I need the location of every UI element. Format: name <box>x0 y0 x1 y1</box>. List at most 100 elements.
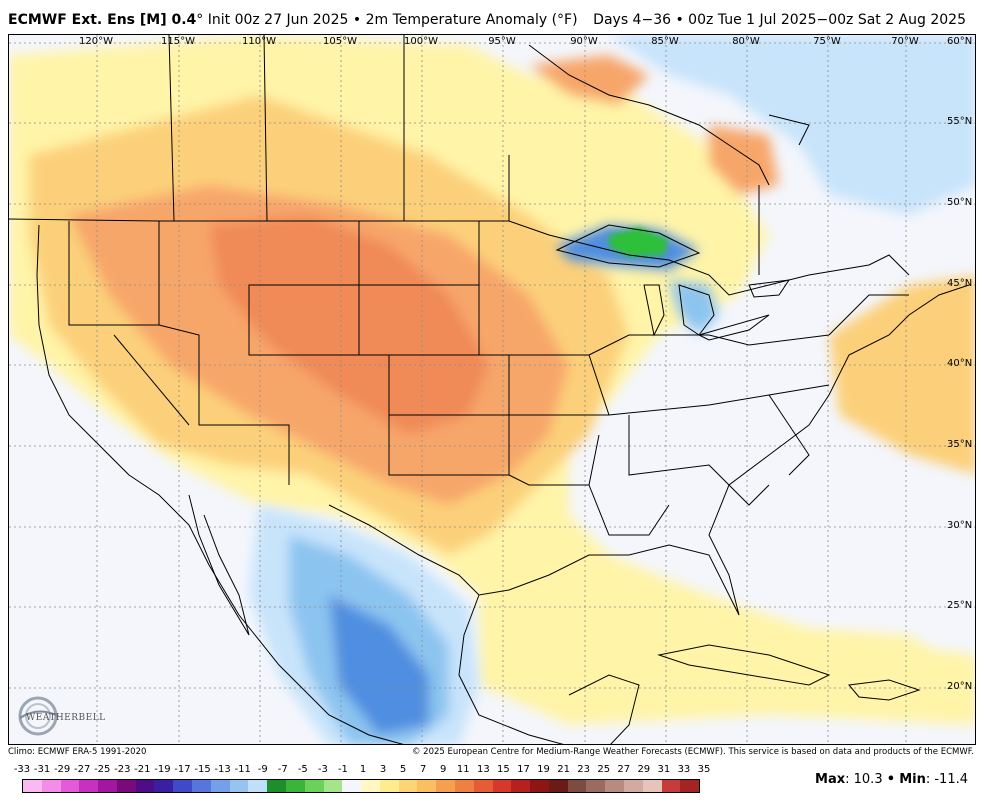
colorbar-swatch <box>154 780 174 792</box>
min-value: -11.4 <box>934 772 968 787</box>
warm-ne-region <box>829 275 975 475</box>
colorbar-tick-label: 35 <box>697 764 711 775</box>
colorbar-tick-label: -17 <box>174 764 191 775</box>
lat-label: 35°N <box>947 439 973 450</box>
colorbar-swatch <box>229 780 249 792</box>
lat-label: 60°N <box>947 36 973 47</box>
valid-period: Days 4−36 • 00z Tue 1 Jul 2025−00z Sat 2… <box>593 12 966 28</box>
colorbar-tick-label: 13 <box>476 764 490 775</box>
lon-label: 90°W <box>570 36 598 47</box>
colorbar-swatch <box>60 780 80 792</box>
gulf-coast <box>328 284 970 616</box>
copyright-credit: © 2025 European Centre for Medium-Range … <box>411 747 974 757</box>
colorbar-swatch <box>567 780 587 792</box>
colorbar-tick-label: -1 <box>337 764 348 775</box>
colorbar-tick-label: -13 <box>214 764 231 775</box>
lat-label: 45°N <box>947 278 973 289</box>
colorbar-tick-label: -19 <box>154 764 171 775</box>
colorbar-swatch <box>304 780 324 792</box>
lat-lon-grid <box>9 35 975 744</box>
colorbar-labels: -33 -31 -29 -27 -25 -23 -21 -19 -17 -15 -13 -11 -9 -7… <box>14 764 714 776</box>
colorbar-swatch <box>323 780 343 792</box>
climo-credit: Climo: ECMWF ERA-5 1991-2020 <box>8 747 147 757</box>
colorbar-tick-label: -25 <box>94 764 111 775</box>
colorbar-swatch <box>624 780 643 792</box>
anomaly-map <box>9 35 975 744</box>
warm-peak-region <box>209 215 489 435</box>
colorbar-tick-label: -29 <box>53 764 71 775</box>
hudson-bay-coast <box>528 44 810 186</box>
model-name: ECMWF Ext. Ens [M] 0.4 <box>8 12 197 28</box>
lat-label: 25°N <box>947 600 973 611</box>
baja-california <box>188 494 250 636</box>
political-boundaries <box>9 35 970 744</box>
title-bar: ECMWF Ext. Ens [M] 0.4° Init 00z 27 Jun … <box>0 0 984 34</box>
colorbar-swatch <box>79 780 99 792</box>
colorbar <box>22 779 700 793</box>
colorbar-swatch <box>23 780 42 792</box>
lat-label: 40°N <box>947 358 973 369</box>
colorbar-swatch <box>436 780 455 792</box>
colorbar-tick-label: -31 <box>33 764 51 775</box>
colorbar-swatch <box>285 780 305 792</box>
colorbar-tick-label: -27 <box>74 764 91 775</box>
colorbar-swatch <box>98 780 117 792</box>
colorbar-swatch <box>135 780 155 792</box>
great-lakes <box>555 224 791 341</box>
colorbar-swatch <box>116 780 136 792</box>
title-bullet: • <box>352 12 362 28</box>
chart-title: ECMWF Ext. Ens [M] 0.4° Init 00z 27 Jun … <box>8 12 578 28</box>
max-value: 10.3 <box>853 772 883 787</box>
colorbar-swatch <box>192 780 211 792</box>
lon-label: 80°W <box>732 36 760 47</box>
colorbar-tick-label: 7 <box>419 764 427 775</box>
colorbar-swatch <box>41 780 61 792</box>
lat-label: 50°N <box>947 197 973 208</box>
init-time: Init 00z 27 Jun 2025 <box>207 12 349 28</box>
colorbar-tick-label: 27 <box>617 764 631 775</box>
min-label: Min <box>899 772 926 787</box>
cuba <box>657 644 831 686</box>
colorbar-tick-label: 17 <box>517 764 530 775</box>
hispaniola <box>848 679 921 701</box>
colorbar-tick-label: 5 <box>399 764 407 775</box>
warm-quebec-region <box>709 125 779 195</box>
lat-label: 30°N <box>947 520 973 531</box>
colorbar-swatch <box>492 780 512 792</box>
colorbar-tick-label: -9 <box>257 764 268 775</box>
colorbar-tick-label: 11 <box>456 764 470 775</box>
colorbar-swatch <box>267 780 286 792</box>
colorbar-tick-label: 23 <box>577 764 591 775</box>
colorbar-swatch <box>511 780 531 792</box>
lon-label: 110°W <box>242 36 276 47</box>
cool-mexico-strong-region <box>329 595 429 735</box>
canada-province-lines <box>168 35 760 275</box>
green-core-region <box>609 227 669 257</box>
lon-label: 115°W <box>161 36 195 47</box>
max-label: Max <box>815 772 846 787</box>
colorbar-swatch <box>642 780 662 792</box>
colorbar-swatch <box>605 780 624 792</box>
colorbar-tick-label: 19 <box>537 764 550 775</box>
colorbar-swatch <box>473 780 493 792</box>
us-state-lines <box>68 221 909 536</box>
colorbar-swatch <box>530 780 549 792</box>
colorbar-swatch <box>661 780 681 792</box>
stats-sep: • <box>886 772 896 787</box>
lon-label: 85°W <box>651 36 679 47</box>
warm-carib-region <box>569 595 975 705</box>
logo-text: WEATHERBELL <box>26 713 106 723</box>
colorbar-tick-label: 9 <box>440 764 447 775</box>
lat-label: 55°N <box>947 116 973 127</box>
colorbar-tick-label: -7 <box>277 764 288 775</box>
degree-mark: ° <box>196 12 204 28</box>
lon-label: 75°W <box>813 36 841 47</box>
colorbar-tick-label: -15 <box>194 764 211 775</box>
map-panel[interactable] <box>8 34 976 745</box>
weatherbell-logo <box>18 696 59 736</box>
colorbar-swatch <box>210 780 230 792</box>
colorbar-tick-label: -3 <box>317 764 328 775</box>
colorbar-tick-label: 21 <box>557 764 570 775</box>
cool-anomaly-layer <box>249 35 975 744</box>
colorbar-tick-label: 31 <box>657 764 671 775</box>
